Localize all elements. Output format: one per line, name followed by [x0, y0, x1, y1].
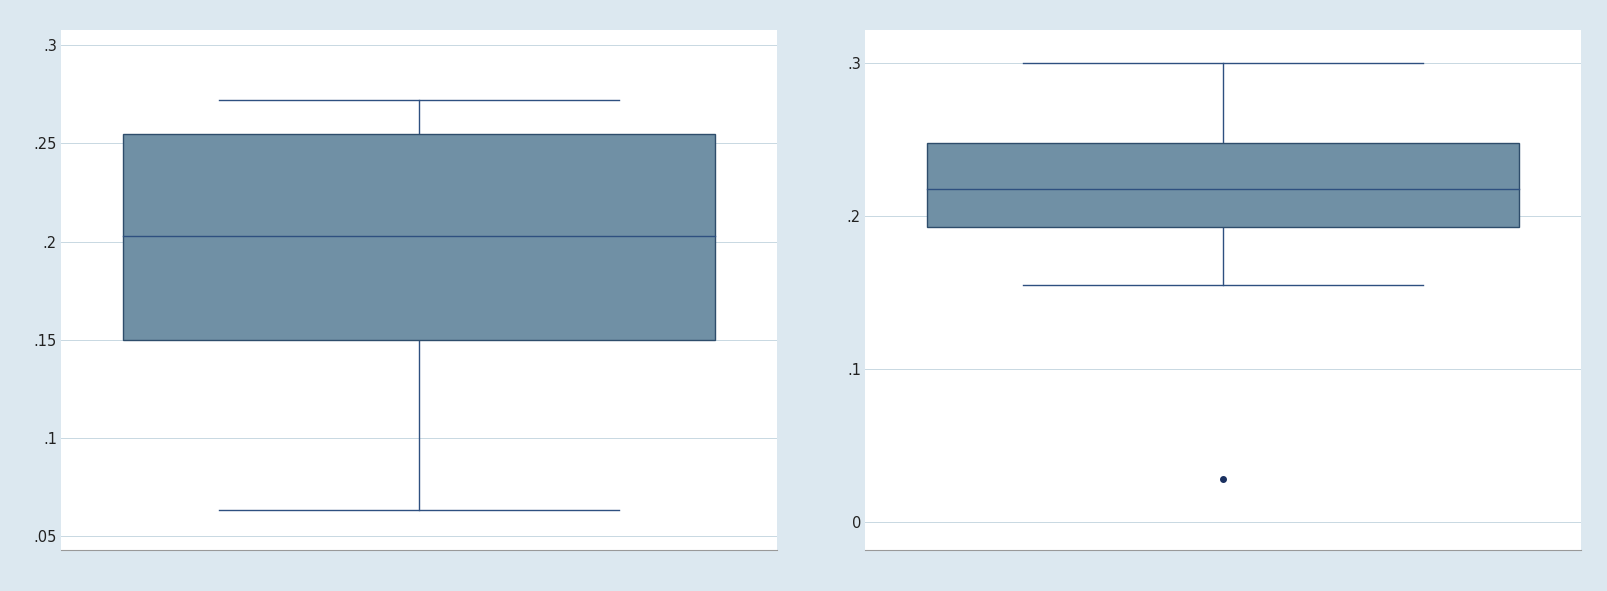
Bar: [927, 143, 1517, 227]
Bar: [124, 134, 714, 340]
